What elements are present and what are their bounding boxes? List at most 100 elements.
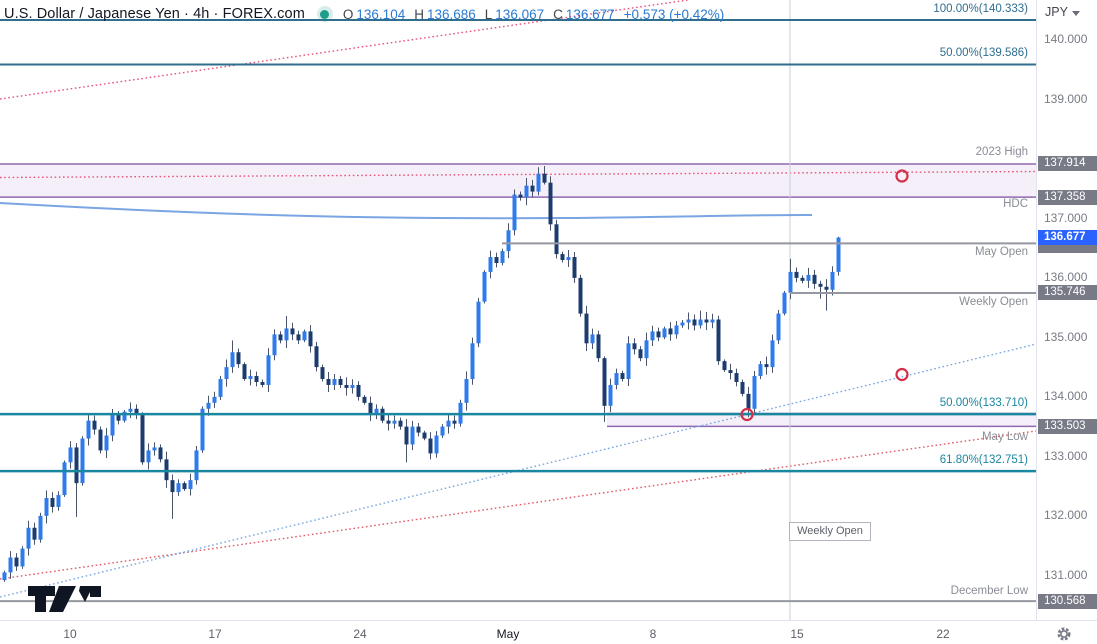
candle-up <box>152 447 157 451</box>
candle-down <box>320 367 325 380</box>
candle-up <box>506 230 511 252</box>
price-zone-band <box>0 163 1036 198</box>
candle-up <box>176 483 181 493</box>
price-tick: 134.000 <box>1044 389 1088 404</box>
candle-up <box>122 411 127 421</box>
high-value: 136.686 <box>426 6 476 22</box>
candle-down <box>560 254 565 261</box>
price-tick: 139.000 <box>1044 91 1088 106</box>
candle-down <box>704 319 709 323</box>
dotted-trendline[interactable] <box>0 430 1036 580</box>
time-tick: 24 <box>353 627 367 641</box>
candle-up <box>614 373 619 385</box>
candle-down <box>632 343 637 350</box>
candle-up <box>524 185 529 198</box>
candle-up <box>488 257 493 272</box>
candle-up <box>80 438 85 484</box>
red-circle-marker[interactable] <box>895 367 909 382</box>
candle-up <box>20 548 25 567</box>
candle-up <box>674 325 679 335</box>
candle-up <box>626 343 631 380</box>
low-label: L <box>484 6 493 22</box>
candle-up <box>128 408 133 412</box>
candle-up <box>212 396 217 403</box>
candle-down <box>308 331 313 347</box>
price-level-badge: 133.503 <box>1038 418 1097 434</box>
candle-down <box>422 432 427 439</box>
currency-dropdown[interactable]: JPY <box>1045 5 1080 19</box>
candle-up <box>26 527 31 549</box>
candle-up <box>434 435 439 454</box>
candle-up <box>686 319 691 323</box>
weekly-open-tag[interactable]: Weekly Open <box>789 522 871 541</box>
last-price-badge: 136.677 <box>1038 230 1097 246</box>
candle-up <box>230 352 235 368</box>
dotted-trendline[interactable] <box>0 170 1036 179</box>
price-level-badge: 137.914 <box>1038 156 1097 172</box>
candle-down <box>530 185 535 192</box>
candle-down <box>764 364 769 368</box>
candle-down <box>716 319 721 362</box>
candle-up <box>512 194 517 231</box>
hdc-line[interactable] <box>0 202 813 220</box>
candle-up <box>482 271 487 302</box>
candle-up <box>710 319 715 323</box>
candle-up <box>662 328 667 338</box>
price-tick: 135.000 <box>1044 329 1088 344</box>
candle-up <box>644 340 649 359</box>
candle-up <box>266 355 271 385</box>
candle-down <box>290 328 295 335</box>
ohlc-readout: O 136.104 H 136.686 L 136.067 C 136.677 … <box>343 7 724 22</box>
chevron-down-icon <box>1071 10 1080 16</box>
candle-up <box>476 301 481 344</box>
candle-down <box>428 438 433 454</box>
candle-down <box>92 420 97 430</box>
red-circle-marker[interactable] <box>740 407 754 422</box>
dotted-trendline[interactable] <box>0 343 1036 598</box>
candle-down <box>260 381 265 385</box>
settings-gear-icon[interactable] <box>1055 624 1073 642</box>
candle-down <box>158 447 163 460</box>
symbol-title[interactable]: U.S. Dollar / Japanese Yen · 4h · FOREX.… <box>4 6 305 22</box>
candle-down <box>74 447 79 484</box>
candle-up <box>830 271 835 290</box>
candle-down <box>338 379 343 385</box>
candle-down <box>368 402 373 415</box>
candle-down <box>98 429 103 451</box>
price-axis[interactable]: JPY 140.000 139.000 137.000 136.000 135.000 1… <box>1036 0 1097 620</box>
candle-up <box>536 173 541 192</box>
price-level-badge: 135.746 <box>1038 285 1097 301</box>
candle-up <box>104 435 109 451</box>
candle-up <box>62 462 67 496</box>
tradingview-logo[interactable] <box>26 584 108 614</box>
time-axis[interactable]: 10 17 24 May 8 15 22 <box>0 620 1097 644</box>
candle-up <box>440 426 445 436</box>
candle-up <box>8 557 13 573</box>
candle-up <box>464 379 469 403</box>
candlestick-chart-canvas[interactable] <box>0 0 1036 620</box>
candle-up <box>836 237 841 272</box>
candle-down <box>584 313 589 344</box>
candle-down <box>824 286 829 290</box>
candle-up <box>38 515 43 540</box>
price-tick: 132.000 <box>1044 508 1088 523</box>
candle-down <box>134 408 139 415</box>
candle-up <box>248 376 253 380</box>
candle-up <box>332 379 337 385</box>
time-tick: 8 <box>649 627 657 641</box>
open-value: 136.104 <box>356 6 406 22</box>
time-tick: May <box>496 627 520 641</box>
red-circle-marker[interactable] <box>895 169 909 183</box>
candle-up <box>758 364 763 377</box>
candle-up <box>788 271 793 293</box>
candle-down <box>740 381 745 394</box>
candle-up <box>392 420 397 424</box>
candle-down <box>362 396 367 403</box>
candle-up <box>86 420 91 439</box>
candle-up <box>374 408 379 415</box>
candle-up <box>680 322 685 326</box>
candle-down <box>794 271 799 278</box>
candle-down <box>452 420 457 424</box>
candle-up <box>698 319 703 326</box>
